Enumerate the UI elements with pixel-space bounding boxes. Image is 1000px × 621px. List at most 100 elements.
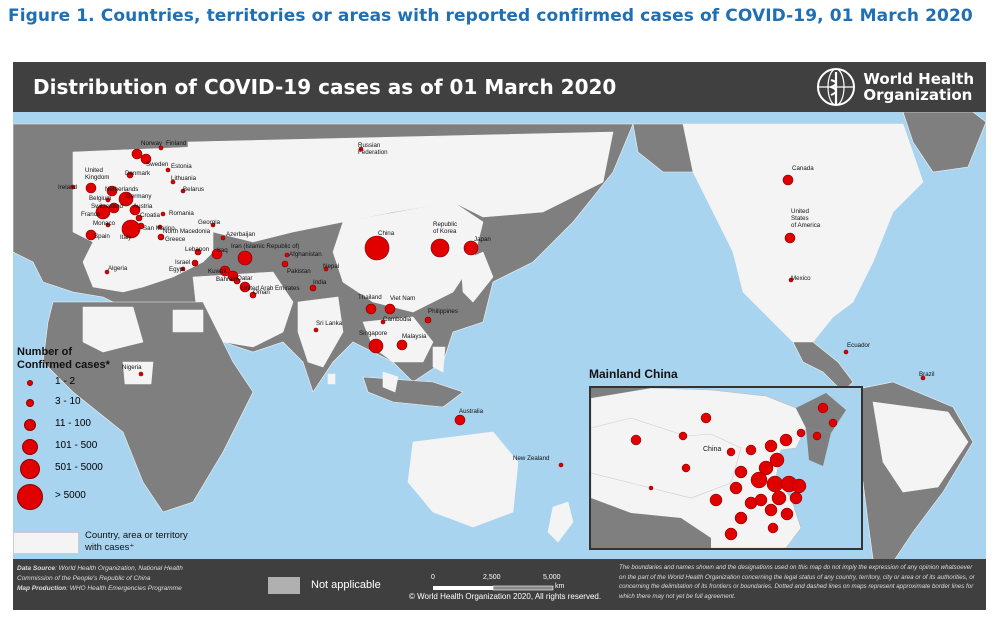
case-marker-china	[364, 235, 390, 261]
case-marker-netherlands	[106, 185, 118, 197]
inset-province-marker	[771, 490, 787, 506]
country-label-india: India	[313, 279, 327, 286]
inset-province-marker	[734, 465, 748, 479]
case-marker-romania	[160, 211, 166, 217]
legend-marker-5	[20, 459, 40, 479]
scale-label-0: 0	[431, 574, 435, 581]
not-applicable-label: Not applicable	[311, 579, 381, 591]
country-label-oman: Oman	[253, 289, 270, 296]
country-label-cambodia: Cambodia	[383, 316, 412, 323]
case-marker-india	[309, 284, 317, 292]
who-logo: World Health Organization	[815, 66, 974, 108]
country-label-macedonia: North Macedonia	[163, 228, 211, 235]
country-label-russia: Russian Federation	[358, 142, 388, 156]
country-label-afghanistan: Afghanistan	[289, 251, 322, 258]
country-label-japan: Japan	[474, 236, 491, 243]
alaska-landmass	[632, 123, 694, 173]
scale-label-5000: 5,000	[543, 574, 561, 581]
australia-landmass	[407, 431, 519, 528]
country-label-korea: Republic of Korea	[433, 221, 458, 235]
country-label-iraq: Iraq	[217, 247, 228, 254]
country-label-norway: Norway	[141, 140, 162, 147]
country-label-spain: Spain	[94, 233, 110, 240]
greenland-landmass	[902, 111, 986, 173]
case-marker-austria	[129, 204, 141, 216]
country-label-newzealand: New Zealand	[513, 455, 550, 462]
case-marker-norway	[131, 148, 143, 160]
case-marker-republic-of-korea	[430, 238, 450, 258]
case-marker-japan	[463, 240, 479, 256]
legend-marker-2	[26, 399, 34, 407]
japan-landmass	[460, 251, 494, 303]
map-footer: Data Source: World Health Organization, …	[13, 559, 986, 610]
country-label-usa: United States of America	[791, 208, 821, 229]
case-marker-kuwait	[219, 265, 231, 277]
inset-province-marker	[734, 511, 748, 525]
legend-marker-4	[22, 439, 38, 455]
case-marker-sri-lanka	[313, 327, 319, 333]
sri-lanka-landmass	[327, 373, 336, 385]
inset-province-marker	[780, 507, 794, 521]
case-marker-sweden	[140, 153, 152, 165]
legend-marker-6	[17, 484, 43, 510]
affected-label: Country, area or territory with cases⁺	[85, 530, 188, 553]
country-label-singapore: Singapore	[359, 330, 388, 337]
case-marker-russian-federation	[358, 146, 364, 152]
country-label-monaco: Monaco	[93, 220, 116, 227]
case-marker-egypt	[180, 266, 186, 272]
country-label-ecuador: Ecuador	[847, 342, 871, 349]
inset-province-marker	[791, 478, 807, 494]
country-label-thailand: Thailand	[358, 294, 382, 301]
philippines-landmass	[432, 346, 446, 373]
brazil-landmass	[872, 401, 969, 493]
europe-landmass	[72, 146, 214, 293]
korea-landmass	[437, 266, 452, 293]
case-marker-spain	[85, 229, 97, 241]
case-marker-qatar	[233, 277, 241, 285]
country-label-switzerland: Switzerland	[91, 203, 123, 210]
china-inset-svg	[591, 388, 861, 548]
inset-province-marker	[744, 496, 758, 510]
case-marker-united-arab-emirates	[239, 281, 251, 293]
country-label-vietnam: Viet Nam	[390, 295, 416, 302]
inset-china-label: China	[703, 446, 722, 453]
case-marker-ecuador	[843, 349, 849, 355]
scale-label-2500: 2,500	[483, 574, 501, 581]
country-label-bahrain: Bahrain	[216, 276, 238, 283]
inset-province-marker	[766, 475, 784, 493]
africa-landmass	[42, 301, 254, 513]
country-label-ireland: Ireland	[58, 184, 77, 191]
country-label-israel: Israel	[175, 259, 191, 266]
country-label-france: France	[81, 211, 101, 218]
inset-province-marker	[729, 481, 743, 495]
country-label-belgium: Belgium	[89, 195, 112, 202]
country-label-srilanka: Sri Lanka	[316, 320, 343, 327]
who-wordmark: World Health Organization	[863, 70, 974, 104]
case-marker-canada	[782, 174, 794, 186]
data-source-text: Data Source: World Health Organization, …	[17, 565, 183, 592]
case-marker-iraq	[211, 248, 223, 260]
case-marker-singapore	[368, 338, 384, 354]
legend-label-2: 3 - 10	[55, 396, 81, 407]
legend-label-6: > 5000	[55, 490, 86, 501]
inset-province-marker	[709, 493, 723, 507]
case-marker-monaco	[105, 222, 111, 228]
case-marker-georgia	[210, 222, 216, 228]
case-marker-croatia	[135, 214, 143, 222]
case-marker-finland	[158, 145, 164, 151]
inset-province-marker	[700, 412, 712, 424]
inset-province-marker	[630, 434, 642, 446]
case-marker-nigeria	[138, 371, 144, 377]
new-zealand-landmass	[547, 501, 574, 543]
legend: Number of Confirmed cases* 1 - 2 3 - 10 11…	[17, 346, 110, 510]
country-label-uae: United Arab Emirates	[241, 285, 300, 292]
inset-province-marker	[769, 452, 785, 468]
disclaimer: The boundaries and names shown and the d…	[619, 564, 975, 600]
inset-province-marker	[764, 503, 778, 517]
country-label-italy: Italy	[120, 234, 132, 241]
inset-province-marker	[724, 527, 738, 541]
country-label-kuwait: Kuwait	[208, 268, 227, 275]
legend-marker-1	[27, 380, 33, 386]
inset-province-marker	[817, 402, 829, 414]
case-marker-estonia	[165, 167, 171, 173]
